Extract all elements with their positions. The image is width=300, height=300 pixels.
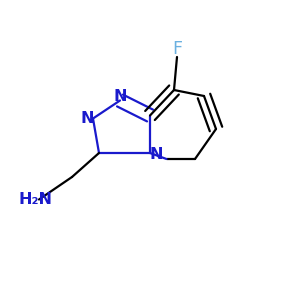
Text: F: F: [172, 40, 182, 58]
Text: N: N: [150, 147, 163, 162]
Text: N: N: [113, 89, 127, 104]
Text: N: N: [81, 111, 94, 126]
Text: H₂N: H₂N: [19, 192, 53, 207]
